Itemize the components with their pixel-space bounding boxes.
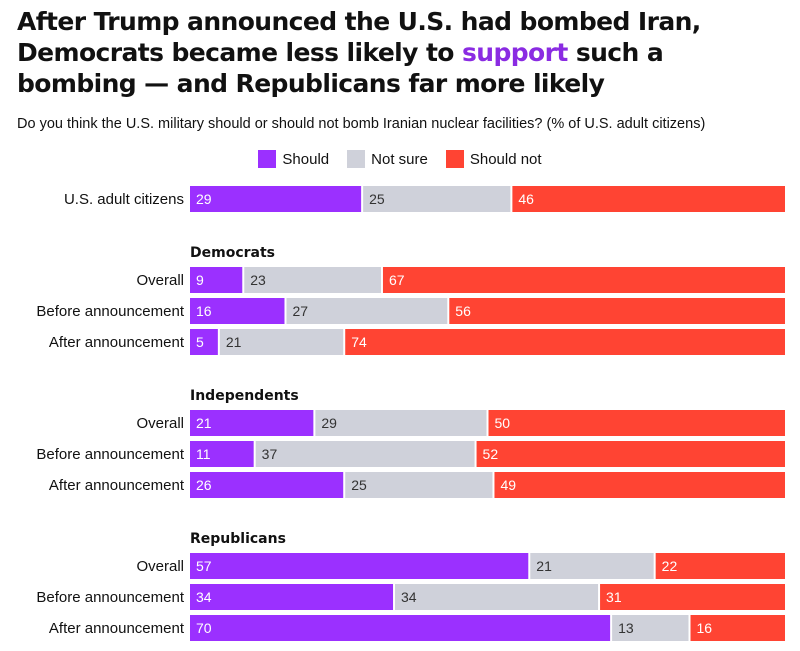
row-label-republicans-after-announcement: After announcement [49, 620, 185, 637]
value-label-democrats-overall-should: 9 [196, 272, 204, 288]
legend-label-should: Should [282, 150, 330, 168]
legend-swatch-should-not [445, 150, 464, 168]
title-part-1: After Trump announced the U.S. had bombe… [17, 7, 701, 67]
value-label-republicans-before-announcement-should: 34 [196, 589, 212, 605]
legend-label-not-sure: Not sure [371, 150, 428, 168]
value-label-democrats-after-announcement-should: 5 [196, 334, 204, 350]
value-label-republicans-overall-not-sure: 21 [536, 558, 552, 574]
bar-independents-after-announcement-not-sure [345, 472, 493, 498]
chart-title: After Trump announced the U.S. had bombe… [17, 6, 787, 99]
bar-republicans-overall-should-not [655, 553, 785, 579]
value-label-independents-before-announcement-should: 11 [196, 446, 211, 462]
bar-u-s-adult-citizens-should-not [512, 186, 785, 212]
row-label-democrats-before-announcement: Before announcement [36, 303, 184, 320]
value-label-republicans-before-announcement-should-not: 31 [606, 589, 622, 605]
bar-u-s-adult-citizens-should [190, 186, 362, 212]
bar-republicans-before-announcement-should-not [600, 584, 785, 610]
row-label-democrats-overall: Overall [136, 272, 184, 289]
value-label-republicans-before-announcement-not-sure: 34 [401, 589, 417, 605]
row-label-republicans-before-announcement: Before announcement [36, 589, 184, 606]
chart-subtitle: Do you think the U.S. military should or… [17, 116, 706, 132]
value-label-independents-after-announcement-should-not: 49 [500, 477, 516, 493]
value-label-republicans-overall-should: 57 [196, 558, 212, 574]
bar-independents-overall-should [190, 410, 314, 436]
bar-democrats-after-announcement-should-not [345, 329, 785, 355]
bar-republicans-before-announcement-should [190, 584, 394, 610]
legend-item-should-not: Should not [445, 150, 542, 168]
legend-item-should: Should [258, 150, 329, 168]
value-label-republicans-after-announcement-not-sure: 13 [618, 620, 634, 636]
bar-democrats-before-announcement-should [190, 298, 285, 324]
value-label-democrats-after-announcement-not-sure: 21 [226, 334, 242, 350]
legend: Should Not sure Should not [0, 150, 800, 168]
title-highlight: support [461, 38, 568, 67]
value-label-democrats-overall-should-not: 67 [389, 272, 405, 288]
bar-u-s-adult-citizens-not-sure [363, 186, 511, 212]
group-label-independents: Independents [190, 388, 299, 404]
legend-item-not-sure: Not sure [347, 150, 428, 168]
value-label-democrats-overall-not-sure: 23 [250, 272, 266, 288]
legend-swatch-not-sure [347, 150, 366, 168]
value-label-republicans-overall-should-not: 22 [662, 558, 678, 574]
value-label-u-s-adult-citizens-not-sure: 25 [369, 191, 385, 207]
bar-democrats-overall-should [190, 267, 243, 293]
bar-democrats-after-announcement-should [190, 329, 218, 355]
value-label-democrats-before-announcement-not-sure: 27 [292, 303, 308, 319]
value-label-independents-after-announcement-not-sure: 25 [351, 477, 367, 493]
value-label-republicans-after-announcement-should: 70 [196, 620, 212, 636]
value-label-democrats-after-announcement-should-not: 74 [351, 334, 367, 350]
bar-democrats-overall-should-not [382, 267, 785, 293]
bar-republicans-after-announcement-not-sure [612, 615, 689, 641]
bar-independents-overall-should-not [488, 410, 785, 436]
bar-independents-before-announcement-should-not [476, 441, 785, 467]
bar-independents-before-announcement-not-sure [255, 441, 475, 467]
bar-independents-after-announcement-should [190, 472, 344, 498]
bar-democrats-overall-not-sure [244, 267, 381, 293]
value-label-republicans-after-announcement-should-not: 16 [697, 620, 713, 636]
row-label-independents-after-announcement: After announcement [49, 477, 185, 494]
value-label-democrats-before-announcement-should-not: 56 [455, 303, 471, 319]
bar-democrats-after-announcement-not-sure [219, 329, 344, 355]
value-label-independents-after-announcement-should: 26 [196, 477, 212, 493]
row-label-u-s-adult-citizens: U.S. adult citizens [64, 191, 184, 208]
bar-republicans-before-announcement-not-sure [395, 584, 599, 610]
bar-independents-overall-not-sure [315, 410, 487, 436]
bar-republicans-overall-should [190, 553, 529, 579]
value-label-independents-before-announcement-should-not: 52 [483, 446, 499, 462]
row-label-independents-overall: Overall [136, 415, 184, 432]
legend-swatch-should [258, 150, 277, 168]
row-label-republicans-overall: Overall [136, 558, 184, 575]
bar-democrats-before-announcement-should-not [449, 298, 785, 324]
legend-label-should-not: Should not [469, 150, 542, 168]
group-label-democrats: Democrats [190, 245, 275, 261]
group-label-republicans: Republicans [190, 531, 286, 547]
value-label-independents-overall-should-not: 50 [495, 415, 511, 431]
title-part-2: such a bombing — and Republicans far mor… [17, 38, 664, 98]
value-label-democrats-before-announcement-should: 16 [196, 303, 212, 319]
bar-republicans-after-announcement-should-not [690, 615, 785, 641]
bar-independents-before-announcement-should [190, 441, 254, 467]
bar-independents-after-announcement-should-not [494, 472, 785, 498]
value-label-independents-overall-not-sure: 29 [321, 415, 337, 431]
value-label-independents-overall-should: 21 [196, 415, 212, 431]
row-label-democrats-after-announcement: After announcement [49, 334, 185, 351]
value-label-u-s-adult-citizens-should-not: 46 [518, 191, 534, 207]
bar-republicans-overall-not-sure [530, 553, 654, 579]
bar-republicans-after-announcement-should [190, 615, 611, 641]
value-label-u-s-adult-citizens-should: 29 [196, 191, 212, 207]
value-label-independents-before-announcement-not-sure: 37 [262, 446, 278, 462]
bar-democrats-before-announcement-not-sure [286, 298, 448, 324]
row-label-independents-before-announcement: Before announcement [36, 446, 184, 463]
